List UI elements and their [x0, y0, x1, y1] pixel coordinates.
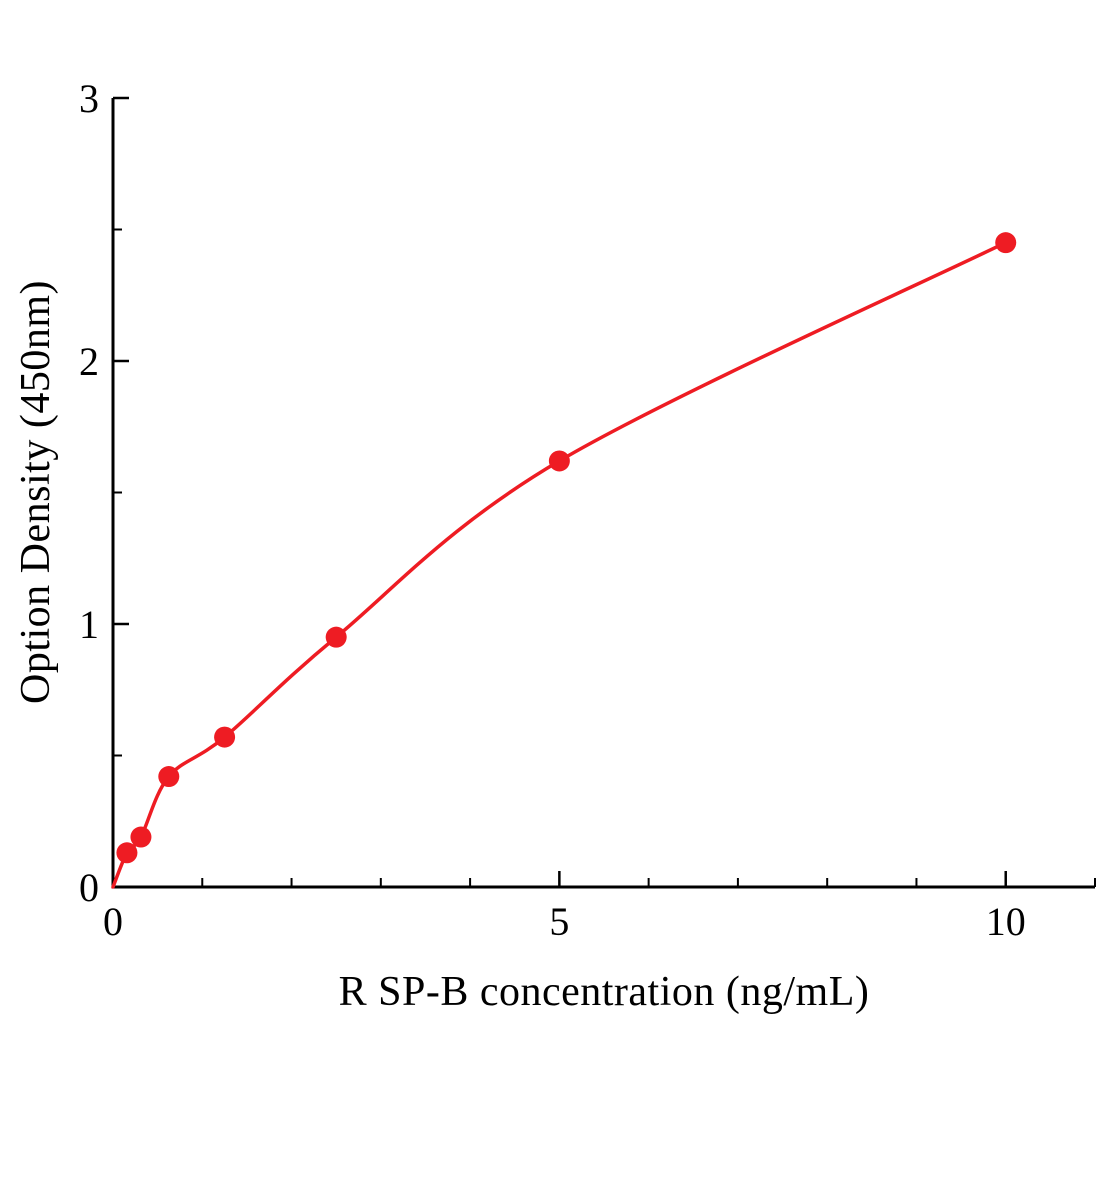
data-point: [325, 626, 347, 648]
y-axis-label: Option Density (450nm): [13, 280, 59, 704]
data-point: [130, 826, 152, 848]
data-point: [995, 232, 1017, 254]
data-point: [548, 450, 570, 472]
fit-curve: [111, 240, 1008, 889]
x-tick-label: 0: [103, 899, 123, 944]
y-tick-label: 0: [79, 865, 99, 910]
data-point: [214, 726, 236, 748]
data-point: [158, 766, 180, 788]
y-tick-label: 2: [79, 339, 99, 384]
x-tick-label: 5: [549, 899, 569, 944]
y-tick-label: 1: [79, 602, 99, 647]
x-tick-label: 10: [986, 899, 1026, 944]
y-tick-label: 3: [79, 76, 99, 121]
x-axis-label: R SP-B concentration (ng/mL): [338, 969, 870, 1015]
data-point: [116, 842, 138, 864]
